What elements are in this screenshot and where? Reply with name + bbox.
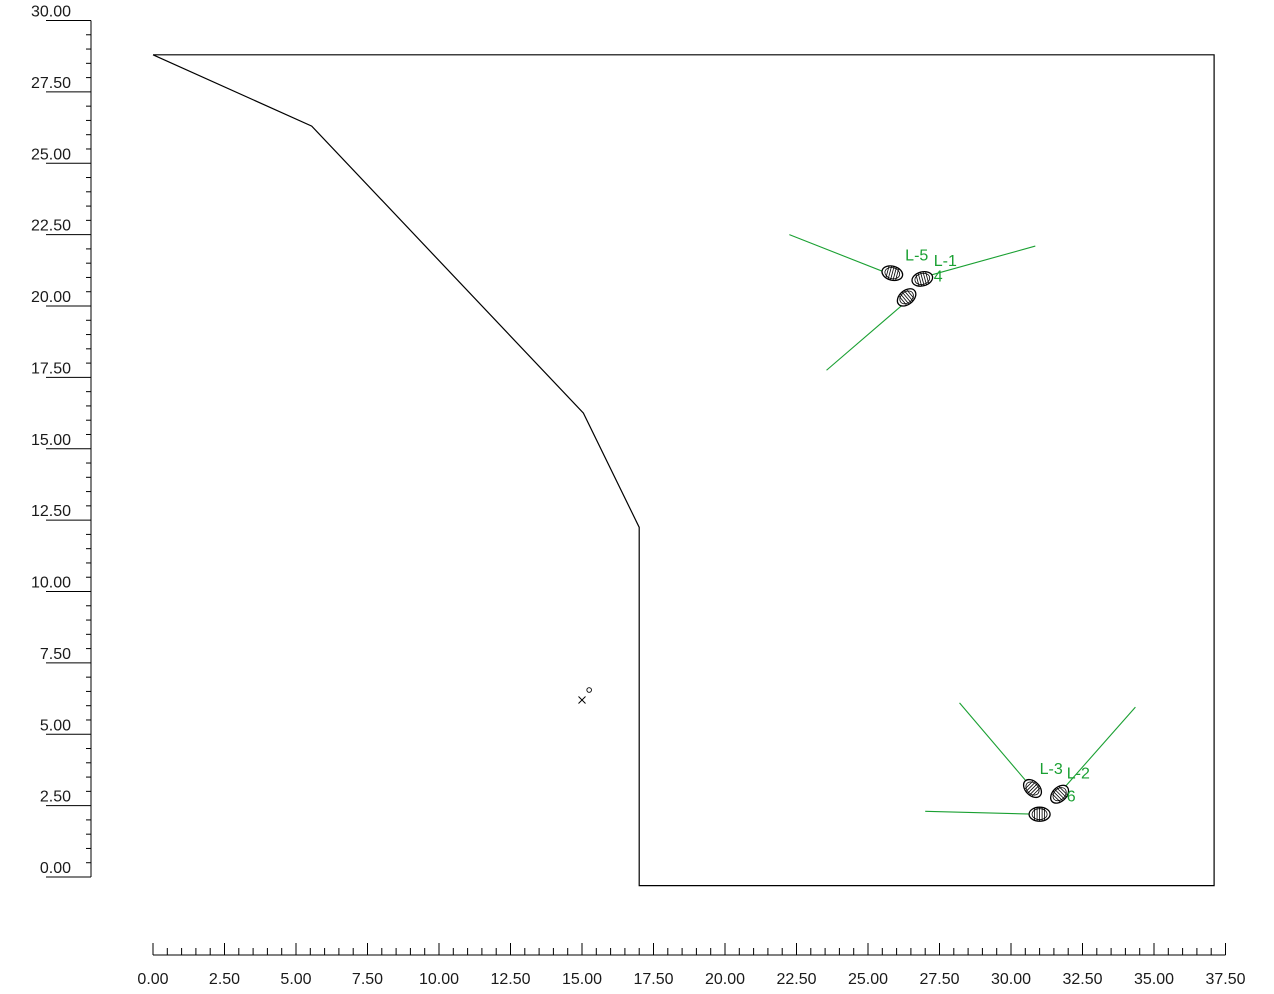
circle-marker [586, 687, 592, 693]
anchor-groups: L-5 L-14 L-3 L-2 6 [789, 234, 1136, 822]
x-tick-label: 30.00 [991, 971, 1031, 988]
anchor-label: 4 [934, 269, 943, 286]
x-tick-label: 17.50 [633, 971, 673, 988]
x-tick-label: 25.00 [848, 971, 888, 988]
anchor-head-hatch [917, 272, 923, 287]
anchor-head-hatch [922, 271, 927, 285]
x-tick-label: 22.50 [776, 971, 816, 988]
anchor-head-hatch [885, 265, 890, 278]
anchor-head-hatch [901, 291, 912, 304]
boundary-layer [152, 54, 1215, 887]
anchor-label: L-5 [905, 247, 928, 264]
y-tick-label: 7.50 [40, 646, 71, 663]
anchor-label: L-1 [934, 253, 957, 270]
anchor-label: L-3 [1040, 761, 1063, 778]
anchor-head-hatch [1025, 781, 1036, 792]
anchor-head-hatch [915, 274, 920, 287]
y-tick-label: 20.00 [31, 289, 71, 306]
anchor-head-hatch [895, 268, 900, 281]
y-tick-label: 17.50 [31, 360, 71, 377]
y-tick-label: 12.50 [31, 503, 71, 520]
x-tick-label: 27.50 [919, 971, 959, 988]
anchor-head-hatch [1054, 788, 1065, 800]
anchor-head-hatch [1027, 783, 1038, 794]
anchor-head-symbol [1022, 778, 1043, 799]
cross-marker [578, 696, 586, 704]
anchor-head-hatch [890, 266, 895, 281]
y-tick-label: 27.50 [31, 75, 71, 92]
anchor-label: L-2 [1067, 766, 1090, 783]
anchor-head-hatch [1051, 793, 1061, 803]
anchor-group-lower: L-3 L-2 6 [925, 702, 1136, 822]
anchor-head-symbol [881, 265, 904, 282]
y-tick-label: 25.00 [31, 146, 71, 163]
anchor-head-hatch [1024, 780, 1034, 790]
x-tick-label: 37.50 [1205, 971, 1245, 988]
anchor-head-symbol [1050, 784, 1070, 804]
x-tick-label: 7.50 [352, 971, 383, 988]
x-tick-label: 32.50 [1062, 971, 1102, 988]
anchor-line [1060, 706, 1136, 792]
anchor-line [925, 810, 1037, 815]
anchor-line [789, 234, 892, 276]
x-tick-label: 12.50 [490, 971, 530, 988]
anchor-head-symbol [896, 288, 917, 307]
x-tick-label: 20.00 [705, 971, 745, 988]
anchor-head-hatch [1031, 787, 1041, 797]
anchor-line [922, 245, 1036, 278]
y-tick-label: 22.50 [31, 218, 71, 235]
marker-layer [578, 687, 592, 704]
y-tick-label: 0.00 [40, 860, 71, 877]
anchor-head-symbol [911, 270, 934, 287]
anchor-head-hatch [900, 293, 910, 305]
anchor-head-symbol [1028, 806, 1051, 822]
x-tick-label: 10.00 [419, 971, 459, 988]
y-tick-label: 30.00 [31, 4, 71, 21]
y-tick-label: 15.00 [31, 432, 71, 449]
anchor-head-hatch [887, 265, 893, 280]
anchor-head-hatch [925, 271, 930, 284]
x-tick-label: 15.00 [562, 971, 602, 988]
anchor-line [959, 702, 1033, 789]
anchor-head-hatch [898, 295, 908, 306]
boundary-outline [152, 54, 1215, 887]
anchor-line [826, 298, 910, 371]
y-tick-label: 10.00 [31, 575, 71, 592]
x-tick-label: 35.00 [1134, 971, 1174, 988]
x-axis: 0.00 2.50 5.00 7.50 10.00 12.50 15.00 17.50 20.0… [137, 943, 1246, 988]
y-tick-label: 2.50 [40, 789, 71, 806]
anchor-group-upper: L-5 L-14 [789, 234, 1036, 371]
anchor-head-hatch [1029, 785, 1040, 796]
anchor-head-hatch [892, 267, 897, 281]
anchor-head-hatch [903, 290, 914, 302]
y-axis: 0.00 2.50 5.00 7.50 10.00 12.50 15.00 17.50 20.0… [31, 4, 92, 878]
anchor-label: 6 [1067, 788, 1076, 805]
cross-stroke [578, 696, 586, 704]
anchor-head-hatch [920, 272, 925, 286]
y-tick-label: 5.00 [40, 717, 71, 734]
x-tick-label: 5.00 [280, 971, 311, 988]
anchor-head-hatch [906, 289, 915, 300]
anchor-head-hatch [1052, 790, 1063, 802]
x-tick-label: 0.00 [137, 971, 168, 988]
x-tick-label: 2.50 [209, 971, 240, 988]
anchor-head-hatch [1058, 786, 1068, 796]
anchor-head-hatch [1056, 787, 1067, 798]
